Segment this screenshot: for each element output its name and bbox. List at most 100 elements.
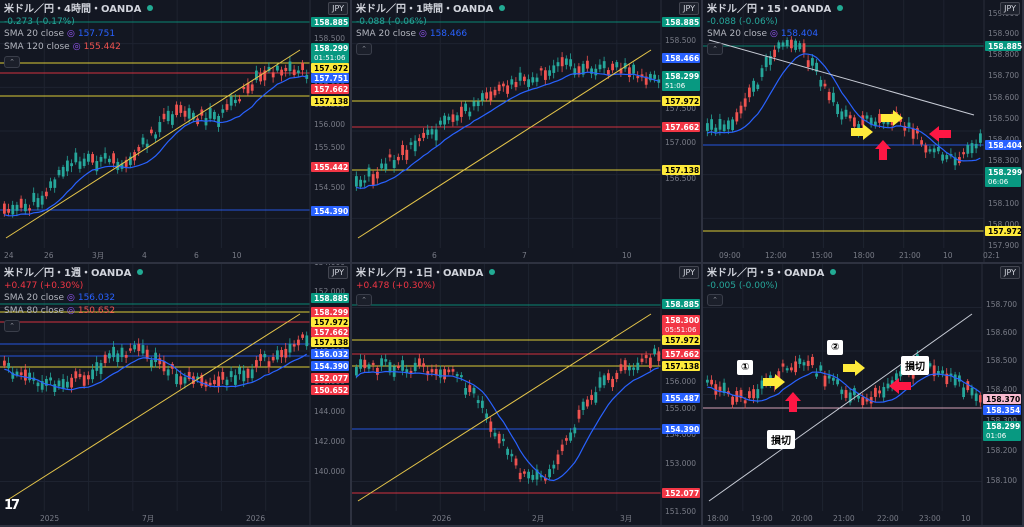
indicator-row[interactable]: SMA 20 close ◎ 158.404 [707, 28, 843, 41]
red-arrow-icon[interactable] [929, 126, 951, 142]
chart-title[interactable]: 米ドル／円・15・OANDA [707, 4, 832, 15]
currency-button[interactable]: JPY [679, 2, 699, 15]
chart-title[interactable]: 米ドル／円・4時間・OANDA [4, 4, 142, 15]
candle [434, 129, 438, 141]
collapse-legend-button[interactable]: ⌃ [4, 56, 20, 68]
eye-icon[interactable]: ◎ [67, 293, 75, 303]
red-arrow-icon[interactable] [875, 140, 891, 160]
collapse-legend-button[interactable]: ⌃ [707, 43, 723, 55]
chart-canvas[interactable]: 154.000152.000150.000148.000146.000144.0… [0, 264, 350, 525]
indicator-value: 157.751 [77, 29, 116, 39]
candle [769, 56, 772, 65]
chart-panel-1w[interactable]: 154.000152.000150.000148.000146.000144.0… [0, 264, 352, 527]
candle [706, 379, 709, 383]
chart-panel-5m[interactable]: 158.700 158.600 158.500 158.400 158.300 158.2… [703, 264, 1024, 527]
annotation-stop-loss[interactable]: 損切 [901, 356, 929, 375]
candle [844, 109, 848, 117]
trend-line[interactable] [357, 49, 652, 239]
candle [611, 378, 614, 388]
candle [53, 179, 57, 188]
candle [229, 371, 233, 378]
x-axis-tick-label: 22:00 [877, 514, 899, 523]
candle [937, 371, 940, 376]
candle [154, 352, 157, 363]
candle [573, 427, 577, 434]
candle [941, 370, 944, 374]
sma-line [707, 371, 981, 403]
yellow-arrow-icon[interactable] [763, 374, 785, 390]
candle [493, 89, 497, 96]
currency-button[interactable]: JPY [679, 266, 699, 279]
y-axis-tick-label: 158.400 [986, 385, 1017, 394]
chart-canvas[interactable]: 158.500158.000157.500157.000156.50067101… [352, 0, 701, 262]
collapse-legend-button[interactable]: ⌃ [4, 320, 20, 332]
candle [401, 360, 404, 371]
indicator-row[interactable]: SMA 80 close ◎ 150.652 [4, 305, 143, 318]
currency-button[interactable]: JPY [1000, 266, 1020, 279]
chart-title[interactable]: 米ドル／円・1週・OANDA [4, 268, 132, 279]
price-tag-label: 158.299 [665, 72, 699, 81]
x-axis-tick-label: 12:00 [765, 251, 787, 260]
chart-title[interactable]: 米ドル／円・5・OANDA [707, 268, 825, 279]
candle [565, 438, 568, 441]
candle [87, 153, 90, 162]
indicator-row[interactable]: SMA 20 close ◎ 158.466 [356, 28, 505, 41]
trend-line[interactable] [708, 313, 973, 502]
candle [405, 369, 409, 374]
y-axis-tick-label: 153.000 [665, 459, 696, 468]
candle [489, 421, 493, 432]
candle [413, 140, 417, 152]
candle [250, 369, 254, 379]
candle [886, 383, 890, 389]
collapse-legend-button[interactable]: ⌃ [356, 43, 372, 55]
chart-panel-1d[interactable]: 156.000155.000154.000153.000152.000151.5… [352, 264, 703, 527]
candle [623, 63, 627, 69]
candle [392, 160, 396, 168]
sma-line [4, 353, 308, 391]
eye-icon[interactable]: ◎ [770, 29, 778, 39]
indicator-row[interactable]: SMA 120 close ◎ 155.442 [4, 41, 153, 54]
currency-button[interactable]: JPY [328, 266, 348, 279]
red-arrow-icon[interactable] [785, 392, 801, 412]
collapse-legend-button[interactable]: ⌃ [356, 294, 372, 306]
candle [267, 66, 271, 72]
trend-line[interactable] [5, 313, 301, 502]
chart-canvas[interactable]: 158.500158.000157.500157.000156.500156.0… [0, 0, 350, 262]
currency-button[interactable]: JPY [1000, 2, 1020, 15]
candle [371, 362, 375, 365]
trend-line[interactable] [5, 49, 301, 239]
chart-title[interactable]: 米ドル／円・1時間・OANDA [356, 4, 494, 15]
yellow-arrow-icon[interactable] [843, 360, 865, 376]
candle [979, 133, 982, 143]
candle [238, 367, 241, 375]
candle [493, 432, 497, 437]
candle [439, 369, 442, 378]
candle [718, 386, 722, 392]
chart-panel-15m[interactable]: 159.000158.900158.800158.700158.600158.5… [703, 0, 1024, 264]
yellow-arrow-icon[interactable] [851, 124, 873, 140]
indicator-row[interactable]: SMA 20 close ◎ 156.032 [4, 292, 143, 305]
chart-panel-4h[interactable]: 158.500158.000157.500157.000156.500156.0… [0, 0, 352, 264]
indicator-row[interactable]: SMA 20 close ◎ 157.751 [4, 28, 153, 41]
eye-icon[interactable]: ◎ [67, 29, 75, 39]
chart-title[interactable]: 米ドル／円・1日・OANDA [356, 268, 484, 279]
annotation-circled-two[interactable]: ② [827, 340, 844, 355]
candle [581, 401, 585, 411]
yellow-arrow-icon[interactable] [881, 110, 903, 126]
currency-button[interactable]: JPY [328, 2, 348, 15]
chart-canvas[interactable]: 156.000155.000154.000153.000152.000151.5… [352, 264, 701, 525]
red-arrow-icon[interactable] [889, 378, 911, 394]
candle [78, 373, 82, 378]
collapse-legend-button[interactable]: ⌃ [707, 294, 723, 306]
candle [175, 373, 178, 385]
eye-icon[interactable]: ◎ [419, 29, 427, 39]
chart-panel-1h[interactable]: 158.500158.000157.500157.000156.50067101… [352, 0, 703, 264]
annotation-stop-loss[interactable]: 損切 [767, 430, 795, 449]
trend-line[interactable] [708, 39, 975, 116]
eye-icon[interactable]: ◎ [67, 306, 75, 316]
annotation-circled-one[interactable]: ① [737, 360, 754, 375]
chart-canvas[interactable]: 159.000158.900158.800158.700158.600158.5… [703, 0, 1022, 262]
trend-line[interactable] [357, 313, 652, 502]
eye-icon[interactable]: ◎ [72, 42, 81, 52]
chart-canvas[interactable]: 158.700158.600158.500158.400158.300158.2… [703, 264, 1022, 525]
